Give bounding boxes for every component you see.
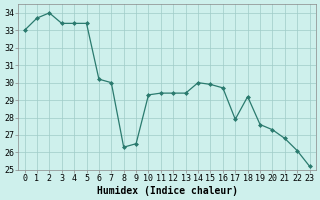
X-axis label: Humidex (Indice chaleur): Humidex (Indice chaleur) xyxy=(97,186,237,196)
